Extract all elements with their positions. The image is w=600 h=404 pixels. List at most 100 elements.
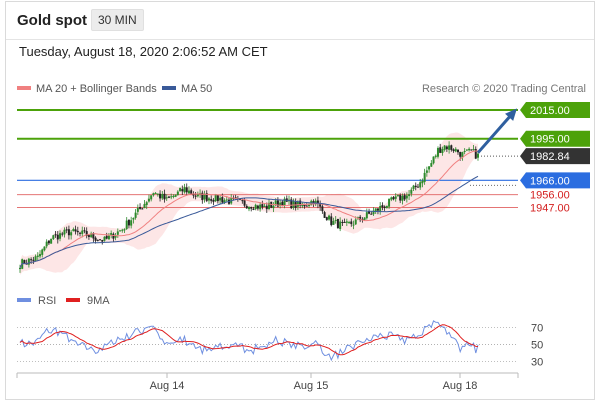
candle-body (47, 240, 50, 244)
widget-header: Gold spot 30 MIN (6, 2, 594, 40)
x-tick-label: Aug 14 (150, 380, 185, 392)
candle-body (161, 194, 164, 199)
candle-body (243, 200, 246, 206)
level-label-target: 2015.00 (520, 102, 590, 119)
candle-body (183, 187, 186, 193)
candle-body (212, 200, 215, 202)
candle-body (414, 185, 417, 188)
candle-body (87, 235, 90, 237)
rsi-line (19, 320, 479, 362)
candle-body (94, 237, 97, 241)
candle-body (319, 204, 322, 207)
candle-body (221, 197, 224, 203)
candle-body (34, 256, 37, 261)
candle-body (265, 205, 268, 210)
level-label-tag (520, 172, 590, 189)
candle-body (425, 170, 428, 173)
candle-body (141, 208, 144, 210)
candle-body (45, 241, 48, 247)
candle-body (470, 149, 473, 151)
candle-body (410, 189, 413, 194)
candle-body (112, 233, 115, 239)
candle-body (210, 199, 213, 201)
candle-body (385, 205, 388, 209)
candle-body (436, 148, 439, 157)
level-label-tag (520, 130, 590, 147)
x-tick-label: Aug 15 (294, 380, 329, 392)
candle-body (67, 229, 70, 236)
candle-body (150, 195, 153, 200)
level-label-tag (520, 148, 590, 165)
candle-body (465, 149, 468, 151)
candle-body (328, 215, 331, 220)
rsi-ma-legend-swatch (66, 298, 80, 302)
candle-body (176, 191, 179, 195)
candle-body (303, 203, 306, 207)
candle-body (52, 235, 55, 239)
candle-body (83, 230, 86, 232)
candle-body (114, 235, 117, 238)
candle-body (261, 204, 264, 208)
bollinger-bands (20, 132, 478, 275)
candle-body (81, 230, 84, 234)
candle-body (170, 196, 173, 198)
candle-body (321, 206, 324, 212)
candle-body (63, 229, 66, 235)
forecast-arrow-head (505, 108, 517, 121)
datetime-label: Tuesday, August 18, 2020 2:06:52 AM CET (19, 44, 268, 59)
candle-body (379, 206, 382, 212)
candle-body (401, 195, 404, 201)
level-label-text: 1956.00 (530, 190, 570, 202)
candle-body (301, 203, 304, 207)
candle-body (348, 222, 351, 224)
ma50-legend-label: MA 50 (181, 83, 212, 95)
candle-body (116, 231, 119, 235)
candle-body (79, 232, 82, 234)
candle-body (163, 193, 166, 200)
level-label-text: 1947.00 (530, 203, 570, 215)
candle-body (225, 199, 228, 201)
candle-body (32, 259, 35, 261)
timeframe-badge[interactable]: 30 MIN (91, 9, 144, 31)
candle-body (154, 192, 157, 194)
candle-body (205, 193, 208, 201)
candle-body (350, 221, 353, 225)
candle-body (299, 200, 302, 206)
candle-body (41, 249, 44, 255)
candle-body (323, 212, 326, 218)
candle-body (459, 151, 462, 157)
candle-body (439, 147, 442, 153)
candle-body (147, 198, 150, 202)
candle-body (368, 211, 371, 214)
candle-body (219, 197, 222, 201)
candle-body (192, 194, 195, 196)
candle-body (139, 206, 142, 209)
candle-body (194, 195, 197, 197)
candle-body (187, 190, 190, 194)
candle-body (314, 200, 317, 205)
candle-body (96, 239, 99, 241)
candle-body (430, 163, 433, 167)
candle-body (74, 229, 77, 232)
level-labels: 2015.00 1995.00 1982.84 1966.00 1956.001947.… (520, 102, 590, 215)
candle-body (372, 210, 375, 215)
candle-body (159, 193, 162, 199)
x-axis: Aug 14 Aug 15 Aug 18 (16, 372, 519, 392)
ma20-line (19, 150, 479, 269)
candle-body (370, 213, 373, 215)
candle-body (56, 234, 59, 240)
candle-body (477, 153, 479, 158)
candle-body (472, 149, 475, 151)
rsi-level-label: 70 (531, 323, 543, 335)
candle-body (403, 195, 406, 200)
candle-body (468, 148, 471, 151)
candle-body (336, 219, 339, 229)
candle-body (334, 219, 337, 221)
candle-body (252, 208, 255, 210)
candle-body (256, 205, 259, 209)
candle-body (456, 149, 459, 153)
candle-body (432, 156, 435, 164)
candle-body (292, 201, 295, 208)
candle-body (130, 220, 133, 226)
